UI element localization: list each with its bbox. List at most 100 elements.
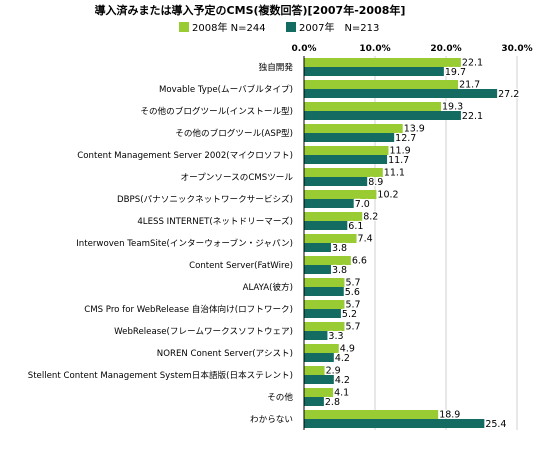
bar-2008 — [304, 190, 377, 199]
value-label-halo: 5.7 — [345, 300, 360, 311]
value-label-halo: 2.9 — [326, 366, 341, 377]
bar-2008 — [304, 410, 439, 419]
value-label-halo: 19.3 — [442, 102, 463, 113]
category-label: Content Management Server 2002(マイクロソフト) — [77, 150, 293, 161]
bar-2007 — [304, 111, 461, 120]
bar-2008 — [304, 146, 389, 155]
legend-label-2008: 2008年 N=244 — [192, 21, 266, 34]
value-label-2007: 25.4 — [485, 419, 506, 430]
bar-2007 — [304, 89, 498, 98]
category-label: DBPS(パナソニックネットワークサービシズ) — [117, 193, 293, 205]
bar-2008 — [304, 80, 459, 89]
value-label-halo: 5.7 — [345, 278, 360, 289]
category-label: ALAYA(彼方) — [243, 281, 293, 293]
value-label-halo: 27.2 — [498, 89, 519, 100]
bar-2007 — [304, 221, 348, 230]
legend-label-2007: 2007年 N=213 — [299, 21, 379, 34]
value-label-halo: 10.2 — [377, 190, 398, 201]
value-label-halo: 3.8 — [332, 265, 347, 276]
bar-2007 — [304, 265, 331, 274]
category-label: WebRelease(フレームワークスソフトウェア) — [114, 326, 293, 337]
bar-2007 — [304, 177, 368, 186]
value-label-halo: 11.9 — [389, 146, 410, 157]
value-label-halo: 4.1 — [334, 388, 349, 399]
value-label-2007: 5.2 — [342, 309, 357, 320]
category-label: その他のブログツール(ASP型) — [175, 127, 293, 139]
value-label-2007: 3.8 — [332, 243, 347, 254]
bars — [304, 58, 498, 428]
value-label-halo: 4.9 — [340, 344, 355, 355]
category-label: 4LESS INTERNET(ネットドリーマーズ) — [137, 215, 293, 227]
category-label: Stellent Content Management System日本語版(日… — [28, 369, 293, 381]
value-label-2008: 5.7 — [345, 278, 360, 289]
bar-2007 — [304, 397, 324, 406]
value-label-2007: 4.2 — [335, 353, 350, 364]
bar-2008 — [304, 278, 345, 287]
bar-2007 — [304, 243, 331, 252]
value-label-2007: 7.0 — [355, 199, 370, 210]
bar-2008 — [304, 388, 334, 397]
value-label-halo: 3.3 — [328, 331, 343, 342]
value-label-2008: 19.3 — [442, 102, 463, 113]
bar-2007 — [304, 309, 341, 318]
bar-2008 — [304, 102, 442, 111]
category-label: Content Server(FatWire) — [189, 261, 293, 271]
value-label-2008: 7.4 — [358, 234, 373, 245]
category-label: Movable Type(ムーバブルタイプ) — [159, 83, 293, 95]
value-label-2008: 5.7 — [345, 300, 360, 311]
bar-2007 — [304, 67, 444, 76]
value-label-2008: 4.1 — [334, 388, 349, 399]
bar-2008 — [304, 322, 345, 331]
x-tick-label: 10.0% — [359, 44, 390, 54]
bar-2007 — [304, 331, 328, 340]
category-label: その他 — [267, 391, 293, 403]
value-label-2008: 8.2 — [363, 212, 378, 223]
value-label-halo: 5.6 — [345, 287, 360, 298]
value-label-halo: 18.9 — [439, 410, 460, 421]
value-label-2008: 5.7 — [345, 322, 360, 333]
x-tick-label: 0.0% — [292, 44, 317, 54]
legend-swatch-2007 — [286, 22, 296, 32]
bar-2008 — [304, 168, 383, 177]
value-label-2007: 3.8 — [332, 265, 347, 276]
bar-2008 — [304, 366, 325, 375]
x-tick-label: 30.0% — [501, 44, 532, 54]
value-label-2008: 6.6 — [352, 256, 367, 267]
value-label-halo: 4.2 — [335, 353, 350, 364]
category-label: オープンソースのCMSツール — [181, 172, 294, 183]
value-label-2008: 18.9 — [439, 410, 460, 421]
bar-2007 — [304, 353, 334, 362]
value-label-2007: 2.8 — [325, 397, 340, 408]
bar-2007 — [304, 133, 395, 142]
category-label: NOREN Conent Server(アシスト) — [157, 349, 293, 359]
bar-2008 — [304, 58, 461, 67]
value-label-halo: 5.2 — [342, 309, 357, 320]
value-label-2007: 27.2 — [498, 89, 519, 100]
value-label-halo: 12.7 — [395, 133, 416, 144]
value-label-2008: 2.9 — [326, 366, 341, 377]
value-label-2007: 3.3 — [328, 331, 343, 342]
value-label-halo: 8.9 — [368, 177, 383, 188]
x-axis-ticks: 0.0% 10.0% 20.0% 30.0% — [292, 44, 533, 54]
bar-2008 — [304, 124, 403, 133]
value-label-2007: 8.9 — [368, 177, 383, 188]
value-label-2008: 22.1 — [462, 58, 483, 69]
value-label-2007: 6.1 — [348, 221, 363, 232]
category-label: その他のブログツール(インストール型) — [140, 105, 293, 117]
bar-2007 — [304, 287, 344, 296]
value-label-2008: 4.9 — [340, 344, 355, 355]
value-label-halo: 25.4 — [485, 419, 506, 430]
value-label-2007: 22.1 — [462, 111, 483, 122]
value-label-halo: 6.6 — [352, 256, 367, 267]
value-label-halo: 21.7 — [459, 80, 480, 91]
value-label-2008: 13.9 — [404, 124, 425, 135]
bar-2008 — [304, 256, 351, 265]
value-label-halo: 3.8 — [332, 243, 347, 254]
bar-2008 — [304, 344, 339, 353]
value-label-2007: 12.7 — [395, 133, 416, 144]
value-label-halo: 13.9 — [404, 124, 425, 135]
value-label-halo: 11.7 — [388, 155, 409, 166]
value-label-2008: 11.9 — [389, 146, 410, 157]
chart-title: 導入済みまたは導入予定のCMS(複数回答)[2007年-2008年] — [95, 3, 406, 17]
value-label-2008: 21.7 — [459, 80, 480, 91]
